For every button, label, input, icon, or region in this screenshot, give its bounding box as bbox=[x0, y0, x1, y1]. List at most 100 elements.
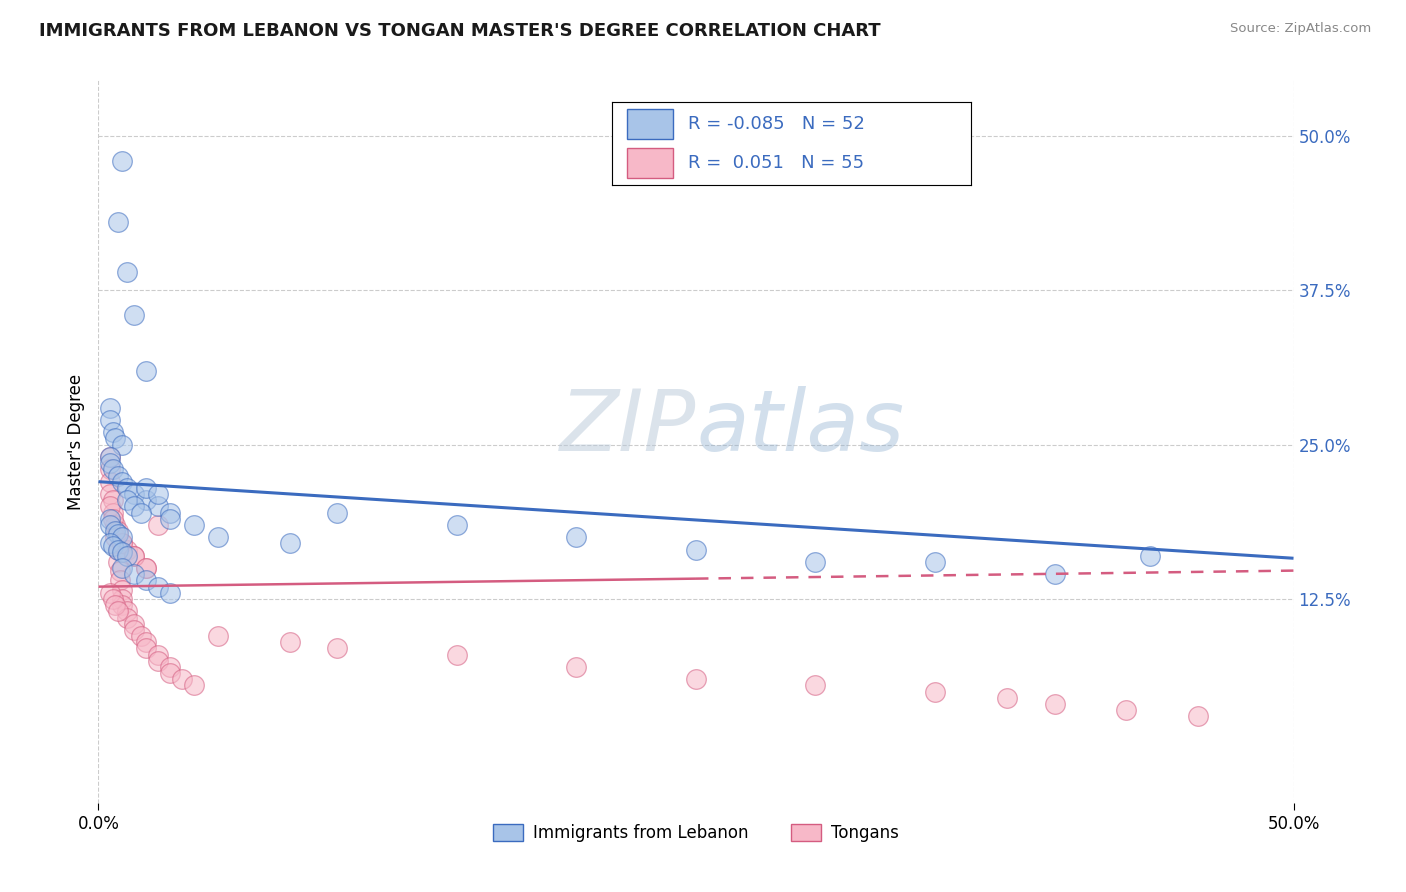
Point bbox=[101, 592, 124, 607]
Point bbox=[107, 215, 129, 229]
Point bbox=[98, 536, 122, 550]
Point bbox=[124, 308, 146, 322]
Point bbox=[124, 487, 146, 501]
Point bbox=[135, 493, 157, 508]
Point bbox=[115, 542, 138, 557]
Point bbox=[124, 567, 146, 582]
Point bbox=[124, 549, 146, 563]
Point bbox=[98, 500, 122, 514]
Point bbox=[135, 635, 157, 649]
Point bbox=[135, 641, 157, 656]
Point bbox=[159, 506, 181, 520]
Point bbox=[101, 506, 124, 520]
Point bbox=[148, 654, 170, 668]
Point bbox=[98, 450, 122, 464]
Point bbox=[107, 542, 129, 557]
Point bbox=[111, 561, 134, 575]
Point bbox=[111, 153, 134, 168]
Point bbox=[995, 690, 1018, 705]
Point bbox=[159, 586, 181, 600]
Point bbox=[98, 512, 122, 526]
Point bbox=[804, 678, 827, 692]
Point bbox=[1187, 709, 1209, 723]
Point bbox=[98, 450, 122, 464]
Point bbox=[1043, 697, 1066, 711]
Point bbox=[131, 629, 153, 643]
Point bbox=[446, 648, 468, 662]
Point bbox=[98, 586, 122, 600]
Point bbox=[104, 517, 127, 532]
Text: ZIP: ZIP bbox=[560, 385, 696, 468]
Point bbox=[115, 610, 138, 624]
Point bbox=[104, 530, 127, 544]
Point bbox=[98, 462, 122, 476]
Point bbox=[115, 604, 138, 618]
Point bbox=[148, 517, 170, 532]
Point bbox=[172, 673, 194, 687]
Point bbox=[107, 542, 129, 557]
Point bbox=[107, 604, 129, 618]
Point bbox=[111, 583, 134, 598]
Text: Source: ZipAtlas.com: Source: ZipAtlas.com bbox=[1230, 22, 1371, 36]
Point bbox=[135, 574, 157, 588]
Point bbox=[207, 629, 229, 643]
Point bbox=[111, 598, 134, 612]
Point bbox=[124, 616, 146, 631]
Point bbox=[111, 475, 134, 489]
Point bbox=[101, 493, 124, 508]
Point bbox=[98, 475, 122, 489]
Point bbox=[98, 413, 122, 427]
Point bbox=[1139, 549, 1161, 563]
Point bbox=[148, 487, 170, 501]
Point bbox=[148, 500, 170, 514]
Point bbox=[124, 623, 146, 637]
Y-axis label: Master's Degree: Master's Degree bbox=[66, 374, 84, 509]
Point bbox=[98, 456, 122, 470]
Point bbox=[115, 481, 138, 495]
Point bbox=[131, 506, 153, 520]
Point bbox=[135, 561, 157, 575]
Point bbox=[111, 592, 134, 607]
Point bbox=[124, 549, 146, 563]
Point bbox=[124, 500, 146, 514]
Point bbox=[107, 555, 129, 569]
Point bbox=[135, 481, 157, 495]
Point bbox=[159, 666, 181, 681]
Point bbox=[207, 530, 229, 544]
Point bbox=[924, 684, 946, 698]
Point bbox=[685, 542, 707, 557]
Point bbox=[111, 545, 134, 559]
Point bbox=[104, 524, 127, 538]
Point bbox=[101, 512, 124, 526]
Text: IMMIGRANTS FROM LEBANON VS TONGAN MASTER'S DEGREE CORRELATION CHART: IMMIGRANTS FROM LEBANON VS TONGAN MASTER… bbox=[39, 22, 882, 40]
Point bbox=[101, 462, 124, 476]
Point bbox=[159, 512, 181, 526]
Point bbox=[148, 580, 170, 594]
Point bbox=[104, 598, 127, 612]
Point bbox=[101, 539, 124, 553]
Point bbox=[565, 660, 588, 674]
Point bbox=[135, 363, 157, 377]
Point bbox=[107, 468, 129, 483]
Point bbox=[924, 555, 946, 569]
Point bbox=[98, 487, 122, 501]
Point bbox=[183, 517, 205, 532]
Point bbox=[135, 561, 157, 575]
Point bbox=[101, 425, 124, 440]
Point bbox=[111, 530, 134, 544]
Text: atlas: atlas bbox=[696, 385, 904, 468]
Point bbox=[107, 524, 129, 538]
Point bbox=[565, 530, 588, 544]
Point bbox=[104, 432, 127, 446]
Point bbox=[278, 635, 301, 649]
Point bbox=[107, 526, 129, 541]
Point bbox=[98, 401, 122, 415]
Point bbox=[108, 564, 131, 578]
Point bbox=[278, 536, 301, 550]
Point bbox=[326, 506, 349, 520]
Point bbox=[1043, 567, 1066, 582]
Point bbox=[159, 660, 181, 674]
Point bbox=[804, 555, 827, 569]
Point bbox=[115, 549, 138, 563]
Point bbox=[326, 641, 349, 656]
